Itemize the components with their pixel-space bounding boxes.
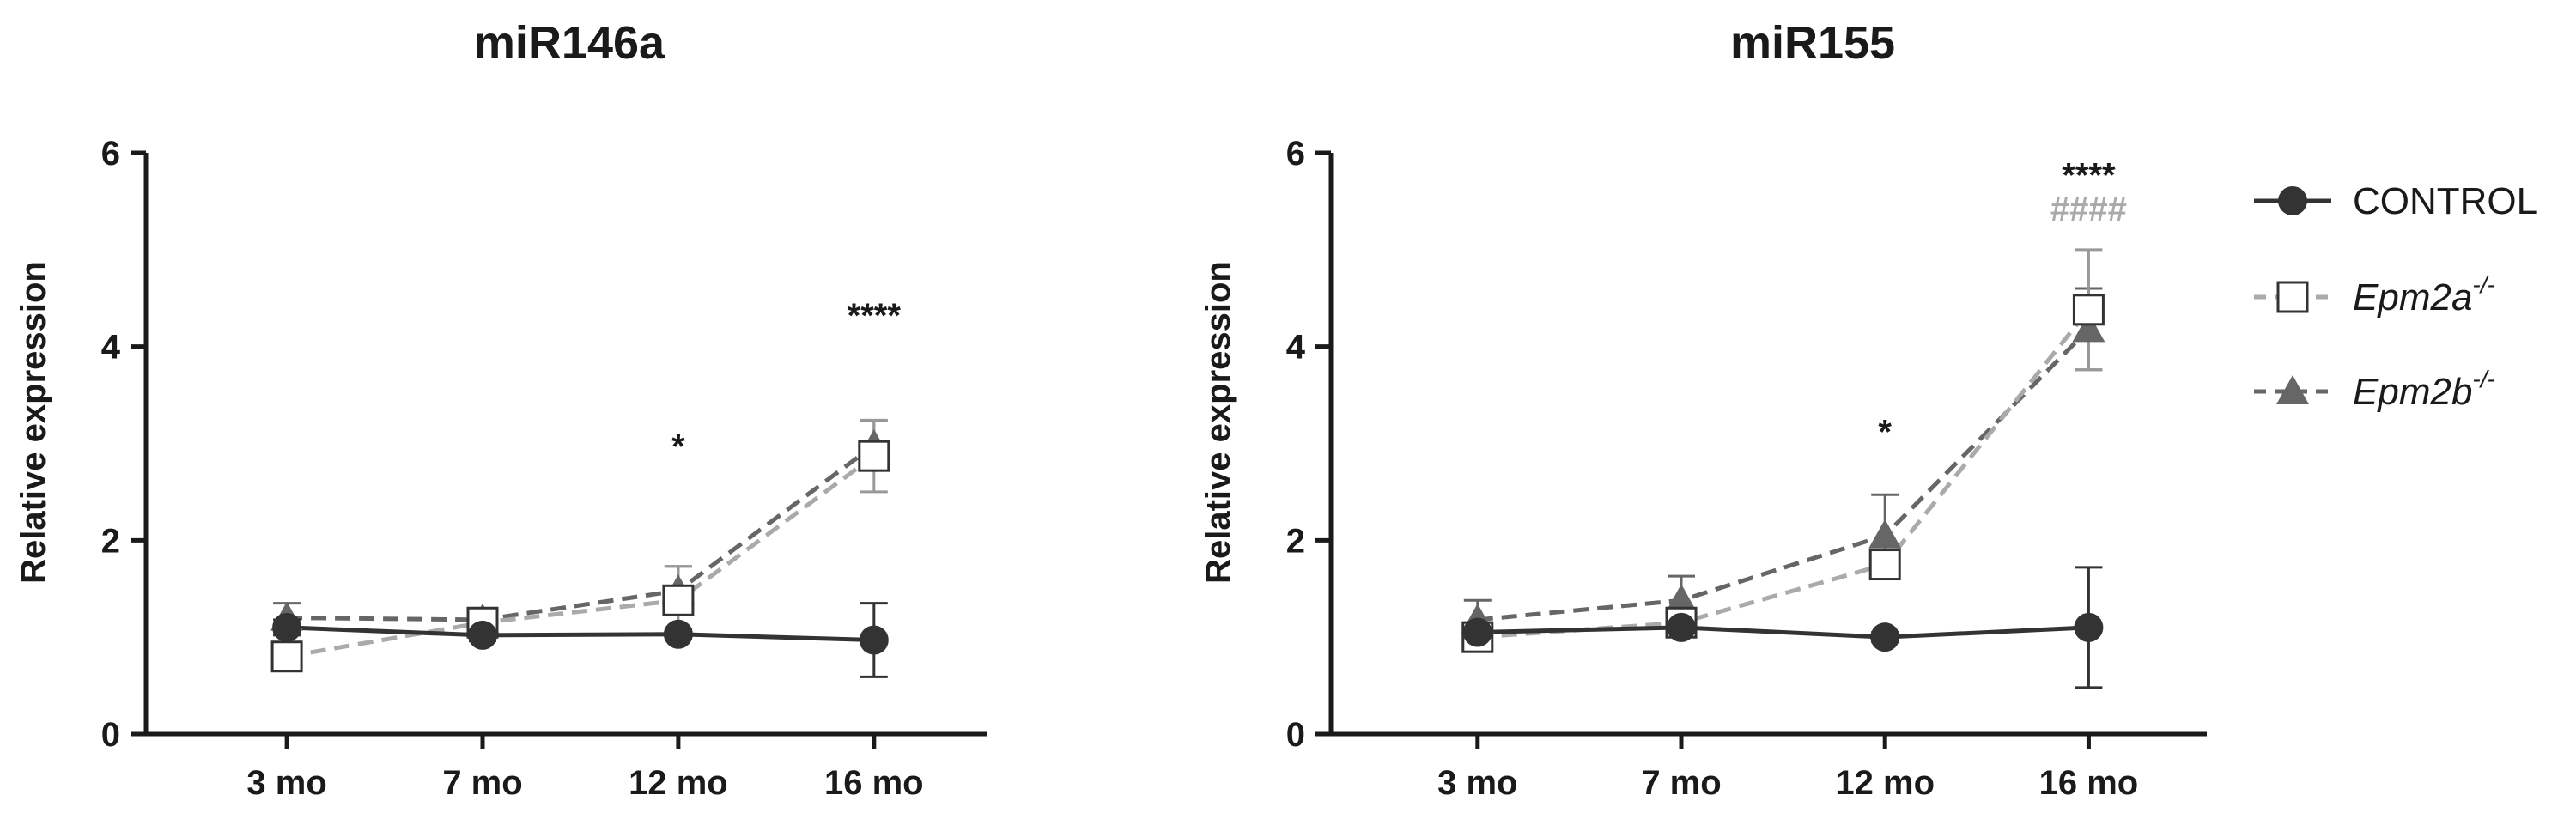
x-tick-label: 3 mo xyxy=(246,764,326,802)
chart-mir155: miR155 Relative expression 0 2 4 6 3 mo 7 mo 1… xyxy=(1200,17,2207,802)
y-tick-label: 0 xyxy=(101,716,120,754)
series-line-control xyxy=(286,625,874,643)
data-point-epm2a xyxy=(1868,549,1901,581)
data-point-control xyxy=(1667,612,1696,642)
x-tick-label: 12 mo xyxy=(629,764,728,802)
data-point-epm2a xyxy=(270,640,303,673)
data-point-epm2a xyxy=(2072,294,2105,326)
y-tick-label: 0 xyxy=(1286,716,1305,754)
y-tick-label: 2 xyxy=(101,522,120,560)
chart-title: miR146a xyxy=(474,17,665,69)
data-point-epm2a xyxy=(662,584,695,616)
y-tick-label: 2 xyxy=(1286,522,1305,560)
data-point-control xyxy=(1462,617,1492,647)
legend-item-epm2b: Epm2b-/- xyxy=(2254,366,2495,413)
series-line-epm2a xyxy=(286,454,876,659)
significance-annotation: * xyxy=(671,428,685,465)
y-tick-label: 4 xyxy=(1286,329,1306,367)
x-tick-label: 12 mo xyxy=(1835,764,1935,802)
data-point-epm2b xyxy=(1665,584,1698,614)
series-line-epm2b xyxy=(1477,327,2091,622)
data-point-epm2b xyxy=(2072,312,2105,343)
data-point-epm2a xyxy=(858,440,890,472)
data-point-epm2b xyxy=(1868,519,1902,549)
legend-item-epm2a: Epm2a-/- xyxy=(2254,271,2495,319)
data-point-control xyxy=(468,620,497,650)
series-line-epm2a xyxy=(1477,308,2091,640)
legend-label: Epm2b-/- xyxy=(2353,366,2495,413)
x-tick-label: 16 mo xyxy=(2039,764,2139,802)
y-tick-label: 4 xyxy=(101,329,121,367)
significance-annotation: #### xyxy=(2050,191,2127,228)
significance-annotation: **** xyxy=(848,297,902,335)
legend-label-superscript: -/- xyxy=(2472,271,2494,298)
legend-marker xyxy=(2278,186,2307,215)
series-line-epm2b xyxy=(287,443,876,622)
data-point-control xyxy=(663,619,693,649)
y-axis-label: Relative expression xyxy=(1200,261,1237,584)
chart-title: miR155 xyxy=(1730,17,1895,69)
legend-label-text: CONTROL xyxy=(2353,180,2537,222)
data-point-control xyxy=(859,625,889,655)
legend-label-text: Epm2b xyxy=(2353,371,2472,413)
series-line-control xyxy=(1477,625,2089,640)
legend-marker xyxy=(2276,281,2309,313)
x-tick-label: 7 mo xyxy=(442,764,522,802)
chart-mir146a: miR146a Relative expression 0 2 4 6 3 mo 7 mo… xyxy=(15,17,987,802)
y-tick-label: 6 xyxy=(101,135,120,173)
legend-item-control: CONTROL xyxy=(2254,180,2537,222)
y-tick-label: 6 xyxy=(1286,135,1305,173)
legend-label: CONTROL xyxy=(2353,180,2537,222)
y-axis-label: Relative expression xyxy=(15,261,52,584)
data-point-control xyxy=(1870,622,1900,652)
legend-label-superscript: -/- xyxy=(2472,366,2494,392)
x-tick-label: 7 mo xyxy=(1641,764,1721,802)
significance-annotation: * xyxy=(1878,414,1892,452)
legend-label: Epm2a-/- xyxy=(2353,271,2495,319)
x-tick-label: 3 mo xyxy=(1437,764,1517,802)
data-point-control xyxy=(2074,612,2104,642)
legend-marker xyxy=(2276,375,2309,404)
x-tick-label: 16 mo xyxy=(824,764,924,802)
data-point-control xyxy=(272,612,302,642)
significance-annotation: **** xyxy=(2062,156,2116,194)
legend-label-text: Epm2a xyxy=(2353,276,2472,319)
